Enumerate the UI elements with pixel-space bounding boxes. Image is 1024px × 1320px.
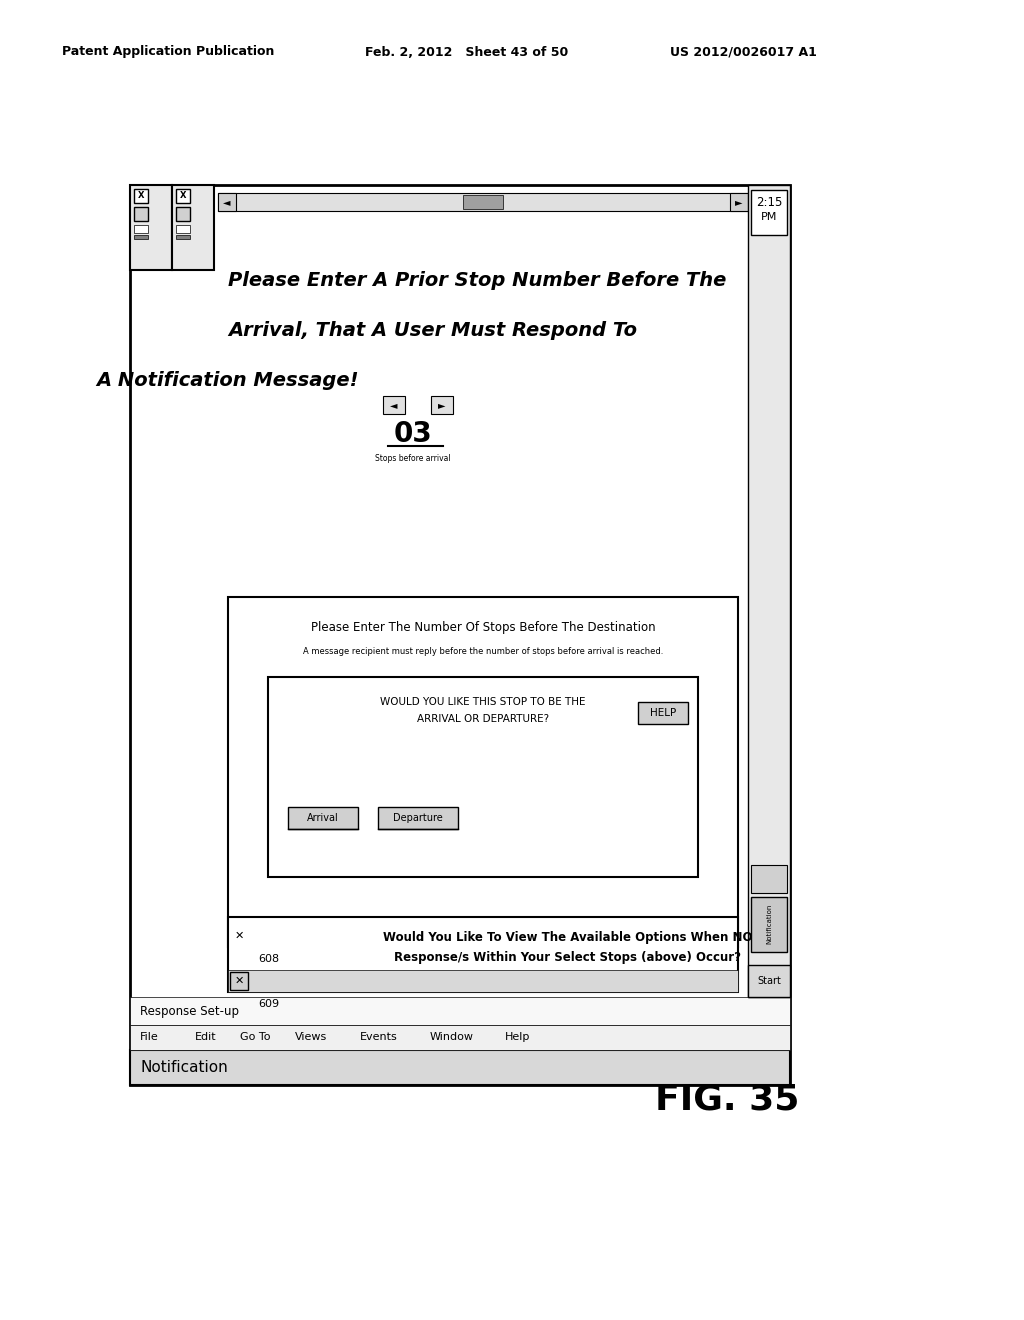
Bar: [176, 224, 190, 234]
Text: Help: Help: [505, 1032, 530, 1041]
Bar: [172, 185, 214, 271]
Text: Departure: Departure: [393, 813, 442, 822]
Text: Please Enter A Prior Stop Number Before The: Please Enter A Prior Stop Number Before …: [228, 272, 726, 290]
Text: US 2012/0026017 A1: US 2012/0026017 A1: [670, 45, 817, 58]
Text: PM: PM: [761, 213, 777, 222]
Text: Response Set-up: Response Set-up: [140, 1005, 239, 1018]
Text: Window: Window: [430, 1032, 474, 1041]
Text: Arrival, That A User Must Respond To: Arrival, That A User Must Respond To: [228, 322, 637, 341]
Bar: [230, 972, 248, 990]
Bar: [638, 702, 688, 723]
Bar: [176, 235, 190, 239]
Text: 609: 609: [258, 999, 280, 1008]
Text: 608: 608: [258, 954, 280, 964]
Text: Go To: Go To: [240, 1032, 270, 1041]
Bar: [228, 597, 738, 946]
Bar: [751, 898, 787, 952]
Bar: [176, 207, 190, 220]
Text: Notification: Notification: [140, 1060, 227, 1074]
Text: Edit: Edit: [195, 1032, 217, 1041]
Text: Please Enter The Number Of Stops Before The Destination: Please Enter The Number Of Stops Before …: [310, 620, 655, 634]
Text: Stops before arrival: Stops before arrival: [375, 454, 451, 463]
Bar: [130, 997, 790, 1026]
Bar: [748, 185, 790, 997]
Bar: [730, 193, 748, 211]
Bar: [130, 1026, 790, 1049]
Text: X: X: [138, 191, 144, 201]
Bar: [431, 396, 453, 414]
Bar: [748, 965, 790, 997]
Text: 2:15: 2:15: [756, 195, 782, 209]
Bar: [288, 807, 358, 829]
Text: ✕: ✕: [234, 931, 244, 941]
Text: ARRIVAL OR DEPARTURE?: ARRIVAL OR DEPARTURE?: [417, 714, 549, 723]
Text: ►: ►: [735, 197, 742, 207]
Text: ►: ►: [438, 400, 445, 411]
Bar: [134, 224, 148, 234]
Text: A Notification Message!: A Notification Message!: [96, 371, 359, 391]
Text: ◄: ◄: [390, 400, 397, 411]
Text: X: X: [180, 191, 186, 201]
Text: Views: Views: [295, 1032, 328, 1041]
Bar: [268, 677, 698, 876]
Bar: [130, 185, 172, 271]
Bar: [134, 189, 148, 203]
Text: WOULD YOU LIKE THIS STOP TO BE THE: WOULD YOU LIKE THIS STOP TO BE THE: [380, 697, 586, 708]
Bar: [751, 190, 787, 235]
Bar: [218, 193, 236, 211]
Bar: [134, 207, 148, 220]
Text: File: File: [140, 1032, 159, 1041]
Text: 03: 03: [393, 420, 432, 447]
Bar: [218, 193, 748, 211]
Bar: [130, 1049, 790, 1085]
Bar: [378, 807, 458, 829]
Text: FIG. 35: FIG. 35: [655, 1082, 800, 1117]
Text: Start: Start: [757, 975, 781, 986]
Bar: [230, 927, 248, 945]
Bar: [176, 189, 190, 203]
Text: ◄: ◄: [223, 197, 230, 207]
Text: HELP: HELP: [650, 708, 676, 718]
Bar: [134, 235, 148, 239]
Text: Patent Application Publication: Patent Application Publication: [62, 45, 274, 58]
Bar: [228, 970, 738, 993]
Text: Feb. 2, 2012   Sheet 43 of 50: Feb. 2, 2012 Sheet 43 of 50: [365, 45, 568, 58]
Text: Response/s Within Your Select Stops (above) Occur?: Response/s Within Your Select Stops (abo…: [394, 950, 741, 964]
Bar: [751, 865, 787, 894]
Text: Arrival: Arrival: [307, 813, 339, 822]
Text: ✕: ✕: [234, 975, 244, 986]
Bar: [228, 917, 738, 993]
Text: Notification: Notification: [766, 904, 772, 944]
Bar: [463, 195, 503, 209]
Bar: [228, 925, 738, 946]
Bar: [130, 185, 790, 1085]
Text: Would You Like To View The Available Options When NO: Would You Like To View The Available Opt…: [383, 931, 753, 944]
Bar: [383, 396, 406, 414]
Text: Events: Events: [360, 1032, 397, 1041]
Text: A message recipient must reply before the number of stops before arrival is reac: A message recipient must reply before th…: [303, 648, 664, 656]
